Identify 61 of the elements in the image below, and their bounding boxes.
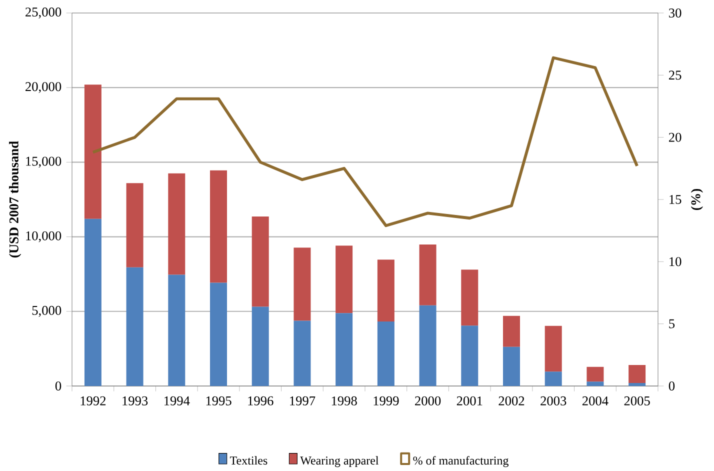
y2-tick-label: 20 xyxy=(668,132,682,142)
bar xyxy=(252,216,269,307)
bar xyxy=(168,274,186,386)
bar xyxy=(503,346,520,386)
bar xyxy=(126,183,144,268)
bar xyxy=(461,270,478,326)
y2-tick-label: 10 xyxy=(670,257,682,266)
x-tick-label: 1997 xyxy=(290,396,316,406)
x-tick-label: 1996 xyxy=(248,396,274,406)
bar xyxy=(168,173,186,275)
x-tick-label: 2000 xyxy=(415,396,441,406)
bar xyxy=(126,267,144,386)
y-tick-label: 0 xyxy=(55,381,62,390)
legend-label: Wearing apparel xyxy=(300,456,379,468)
bar xyxy=(544,372,562,386)
y-axis-title: (USD 2007 thousand xyxy=(9,141,22,258)
x-tick-label: 1994 xyxy=(164,396,190,406)
bar xyxy=(84,218,102,386)
y-tick-label: 10,000 xyxy=(26,231,62,242)
bar xyxy=(628,383,646,386)
bar xyxy=(294,320,311,386)
y2-tick-label: 30 xyxy=(669,8,682,18)
y2-tick-label: 15 xyxy=(670,195,682,204)
x-tick-label: 1995 xyxy=(206,396,232,406)
x-tick-label: 2001 xyxy=(456,396,482,406)
bar xyxy=(586,382,604,386)
x-tick-label: 2003 xyxy=(540,396,566,406)
x-tick-label: 1992 xyxy=(80,396,106,406)
bar xyxy=(586,366,604,382)
bar xyxy=(377,322,394,386)
y2-axis-title: (%) xyxy=(690,188,703,210)
y-tick-label: 25,000 xyxy=(26,8,62,18)
legend-label: % of manufacturing xyxy=(413,456,509,468)
bar xyxy=(628,364,646,383)
bar xyxy=(544,326,562,372)
bar xyxy=(84,84,102,219)
bar xyxy=(210,282,228,386)
y-tick-label: 5,000 xyxy=(32,306,62,317)
y2-tick-label: 0 xyxy=(668,381,675,390)
bar xyxy=(461,326,478,386)
bar xyxy=(419,244,436,306)
x-tick-label: 2005 xyxy=(624,396,650,406)
legend-label: Textiles xyxy=(230,456,268,465)
x-tick-label: 1999 xyxy=(374,396,399,406)
bar xyxy=(336,246,353,314)
y2-tick-label: 5 xyxy=(669,319,675,328)
bar xyxy=(336,313,353,386)
bar xyxy=(252,306,269,386)
bar xyxy=(294,248,311,321)
y2-tick-label: 25 xyxy=(668,70,682,80)
x-tick-label: 2004 xyxy=(582,396,608,406)
bar xyxy=(503,316,520,347)
bar xyxy=(210,170,228,283)
line-series xyxy=(91,56,639,228)
y-tick-label: 20,000 xyxy=(26,82,62,94)
bar xyxy=(419,305,436,386)
y-tick-label: 15,000 xyxy=(26,156,62,168)
x-tick-label: 1993 xyxy=(122,396,148,406)
bar xyxy=(377,260,394,322)
x-tick-label: 2002 xyxy=(498,396,524,406)
x-tick-label: 1998 xyxy=(332,396,357,406)
